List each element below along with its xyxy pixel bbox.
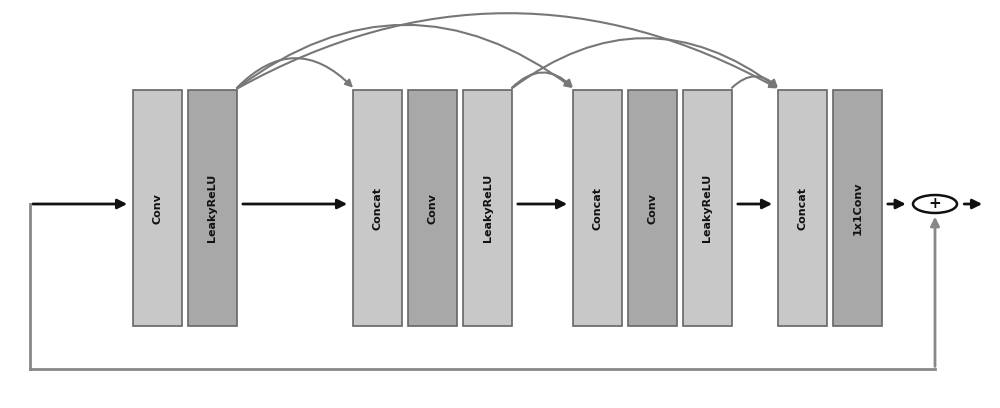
Bar bbox=[408, 90, 457, 326]
Bar bbox=[778, 90, 827, 326]
Text: Concat: Concat bbox=[372, 186, 382, 230]
Text: Conv: Conv bbox=[152, 193, 162, 224]
Bar bbox=[353, 90, 402, 326]
Bar bbox=[573, 90, 622, 326]
Bar bbox=[188, 90, 237, 326]
Text: LeakyReLU: LeakyReLU bbox=[208, 174, 218, 242]
Bar bbox=[463, 90, 512, 326]
Text: +: + bbox=[929, 197, 941, 211]
Circle shape bbox=[913, 195, 957, 213]
Bar bbox=[628, 90, 677, 326]
Bar bbox=[133, 90, 182, 326]
Text: Conv: Conv bbox=[428, 193, 438, 224]
Bar bbox=[833, 90, 882, 326]
Text: LeakyReLU: LeakyReLU bbox=[702, 174, 712, 242]
Bar bbox=[683, 90, 732, 326]
Text: Concat: Concat bbox=[592, 186, 602, 230]
Text: 1x1Conv: 1x1Conv bbox=[852, 181, 862, 235]
Text: Conv: Conv bbox=[648, 193, 658, 224]
Text: Concat: Concat bbox=[798, 186, 808, 230]
Text: LeakyReLU: LeakyReLU bbox=[482, 174, 492, 242]
